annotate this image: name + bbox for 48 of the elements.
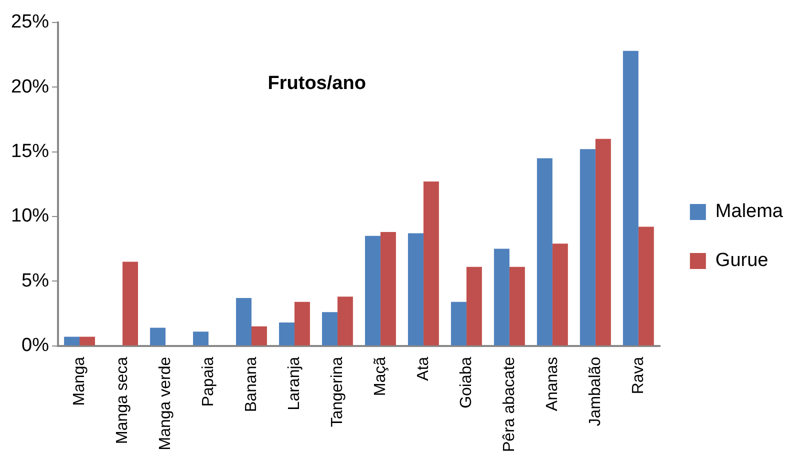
bar — [552, 244, 568, 346]
bar — [150, 328, 166, 346]
bar — [536, 158, 552, 346]
bar — [294, 302, 310, 346]
bar — [622, 50, 638, 346]
bar — [450, 302, 466, 346]
legend-label: Malema — [715, 201, 784, 222]
x-tick-label: Pêra abacate — [500, 356, 518, 452]
x-tick-label: Laranja — [286, 356, 303, 410]
x-tick-label: Ata — [414, 356, 432, 381]
y-tick-label: 15% — [10, 141, 50, 162]
bar — [580, 149, 596, 346]
y-tick-label: 5% — [22, 270, 50, 292]
bar — [80, 336, 95, 346]
x-tick-label: Maçã — [372, 356, 389, 396]
x-tick-label: Jambalão — [586, 356, 604, 426]
y-tick-label: 25% — [10, 12, 50, 33]
x-tick-label: Tangerina — [328, 356, 346, 428]
bar — [509, 266, 525, 346]
bar — [236, 298, 252, 346]
bar — [337, 296, 353, 346]
bar — [193, 332, 208, 346]
x-tick-label: Papaia — [200, 356, 217, 407]
bar — [408, 233, 424, 346]
legend-label: Gurue — [715, 250, 768, 272]
y-tick-label: 10% — [10, 206, 50, 227]
x-tick-label: Rava — [630, 356, 647, 394]
bar — [466, 266, 482, 346]
bar — [251, 326, 267, 346]
bar — [322, 312, 338, 346]
bar — [122, 262, 138, 346]
x-tick-label: Manga verde — [156, 356, 174, 450]
text: Frutos/ano — [268, 73, 366, 94]
bar — [279, 322, 294, 346]
y-tick-label: 0% — [22, 335, 50, 356]
bar — [64, 336, 80, 346]
bar — [423, 182, 439, 346]
x-tick-label: Manga seca — [114, 356, 131, 444]
x-tick-label: Goiaba — [458, 356, 475, 408]
y-tick-label: 20% — [10, 76, 50, 98]
x-tick-label: Banana — [242, 356, 260, 412]
bar — [380, 232, 396, 346]
bar — [638, 226, 654, 346]
x-tick-label: Ananas — [544, 356, 561, 412]
bar — [595, 138, 611, 346]
x-tick-label: Manga — [70, 356, 88, 406]
bar — [364, 236, 380, 346]
bar — [494, 248, 510, 346]
